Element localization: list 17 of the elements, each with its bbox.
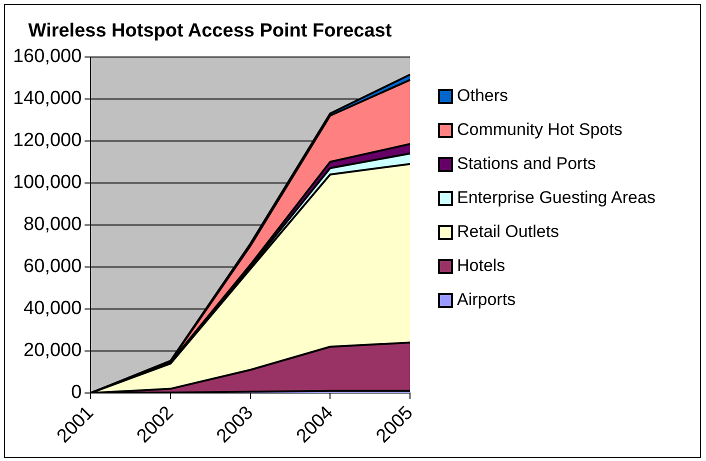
y-tick-label: 120,000 [12, 130, 82, 152]
legend-label: Enterprise Guesting Areas [457, 188, 656, 208]
y-tick-label: 20,000 [24, 340, 82, 362]
y-tick-label: 0 [71, 382, 82, 404]
legend-label: Community Hot Spots [457, 120, 622, 140]
legend-label: Stations and Ports [457, 154, 596, 174]
y-tick-label: 60,000 [24, 256, 82, 278]
y-tick-label: 40,000 [24, 298, 82, 320]
y-tick-label: 80,000 [24, 214, 82, 236]
y-tick-label: 100,000 [12, 172, 82, 194]
y-tick-label: 160,000 [12, 46, 82, 68]
chart-title: Wireless Hotspot Access Point Forecast [28, 20, 392, 42]
legend-label: Retail Outlets [457, 222, 560, 242]
y-tick-label: 140,000 [12, 88, 82, 110]
legend-label: Airports [457, 290, 516, 310]
legend-label: Others [457, 86, 508, 106]
legend-label: Hotels [457, 256, 506, 276]
